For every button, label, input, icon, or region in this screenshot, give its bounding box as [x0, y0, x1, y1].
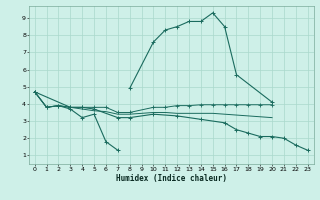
X-axis label: Humidex (Indice chaleur): Humidex (Indice chaleur) [116, 174, 227, 183]
